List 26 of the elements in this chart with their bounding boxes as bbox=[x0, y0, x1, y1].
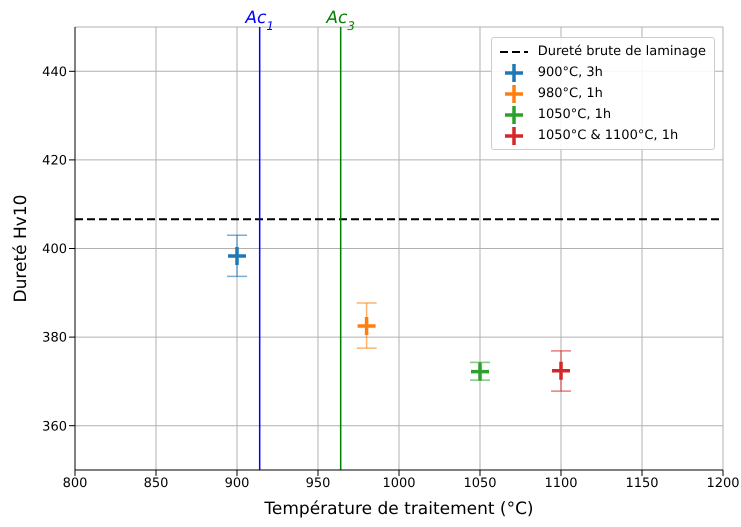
legend-label: Dureté brute de laminage bbox=[538, 43, 706, 61]
point bbox=[550, 360, 572, 382]
x-tick-label: 850 bbox=[144, 476, 168, 492]
legend-label: 980°C, 1h bbox=[538, 85, 603, 103]
legend-label: 900°C, 3h bbox=[538, 64, 603, 82]
x-tick-label: 800 bbox=[62, 476, 88, 492]
y-tick-label: 400 bbox=[42, 242, 67, 258]
legend-label: 1050°C & 1100°C, 1h bbox=[538, 127, 678, 145]
x-tick-label: 1150 bbox=[625, 476, 659, 492]
x-tick-label: 1000 bbox=[382, 476, 416, 492]
legend-label: 1050°C, 1h bbox=[538, 106, 612, 124]
y-tick-label: 420 bbox=[42, 154, 67, 169]
x-tick-label: 1100 bbox=[544, 476, 578, 492]
y-tick-label: 380 bbox=[42, 330, 67, 346]
x-tick-label: 1200 bbox=[706, 476, 740, 492]
x-axis-title: Température de traitement (°C) bbox=[263, 499, 534, 519]
y-axis-title: Dureté Hv10 bbox=[11, 194, 32, 302]
ref-line-label: Ac$_{1}$ bbox=[244, 8, 274, 33]
y-tick-label: 360 bbox=[42, 419, 67, 434]
x-tick-label: 1050 bbox=[463, 476, 497, 492]
y-tick-label: 440 bbox=[42, 64, 67, 80]
x-tick-label: 900 bbox=[224, 476, 250, 492]
ref-line-label: Ac$_{3}$ bbox=[325, 8, 355, 33]
x-tick-label: 950 bbox=[306, 476, 330, 492]
point bbox=[226, 245, 248, 267]
point bbox=[356, 315, 378, 337]
